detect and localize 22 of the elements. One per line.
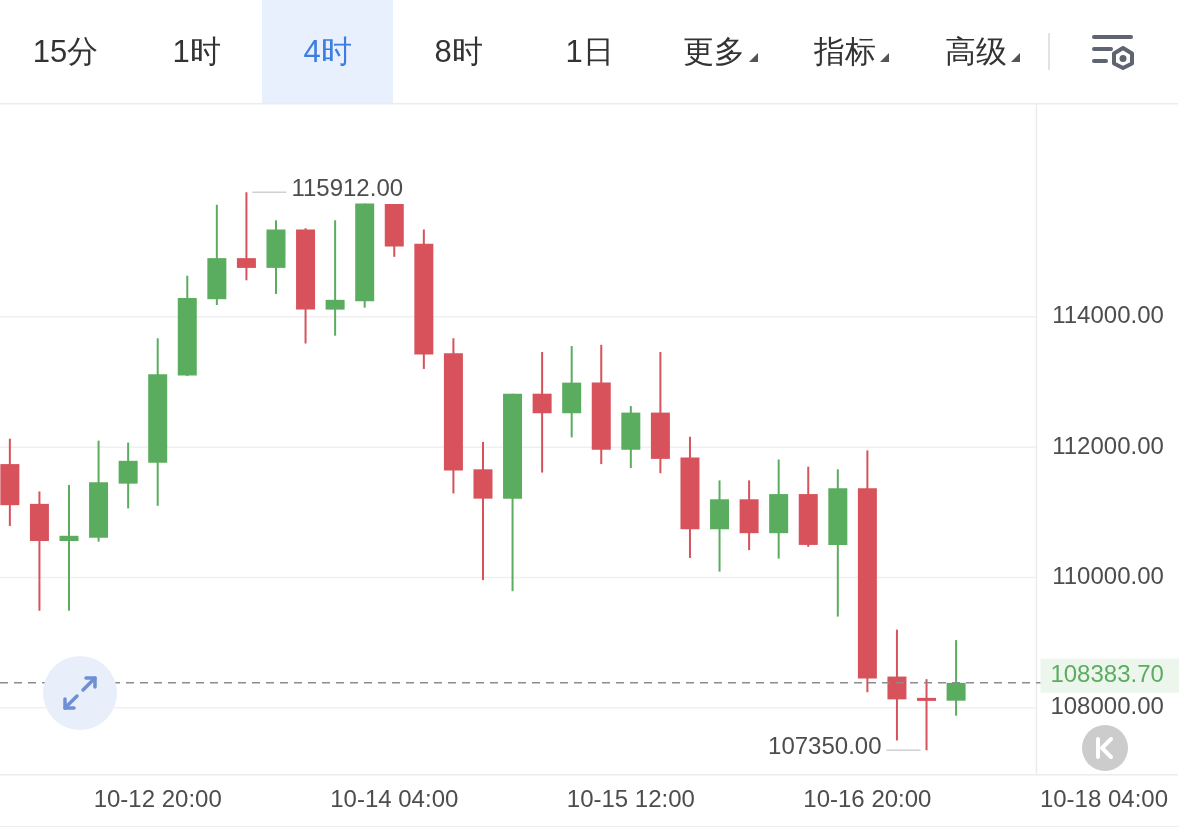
text: 15分 (31, 33, 100, 71)
x-tick-label: 10-12 20:00 (93, 785, 222, 813)
ref-line-label: 108383.70 (1050, 660, 1164, 688)
y-tick-label: 110000.00 (1052, 562, 1164, 590)
y-tick-label: 112000.00 (1052, 431, 1164, 459)
y-tick-label: 114000.00 (1052, 301, 1164, 329)
x-tick-label: 10-14 04:00 (330, 785, 459, 813)
annotation: 107350.00 (768, 731, 882, 759)
text: 1日 (564, 33, 615, 71)
candlestick (917, 679, 937, 751)
x-tick-label: 10-18 04:00 (1039, 785, 1168, 813)
text: 8时 (433, 33, 484, 71)
x-tick-label: 10-15 12:00 (566, 785, 695, 813)
text: 更多 (682, 33, 746, 71)
x-tick-label: 10-16 20:00 (803, 785, 932, 813)
text: 高级 (944, 33, 1008, 71)
text: 指标 (813, 33, 877, 71)
candlestick (59, 484, 79, 611)
candlestick (325, 220, 345, 336)
y-tick-label: 108000.00 (1050, 692, 1164, 720)
text: 1时 (171, 33, 222, 71)
annotation: 115912.00 (291, 173, 404, 201)
